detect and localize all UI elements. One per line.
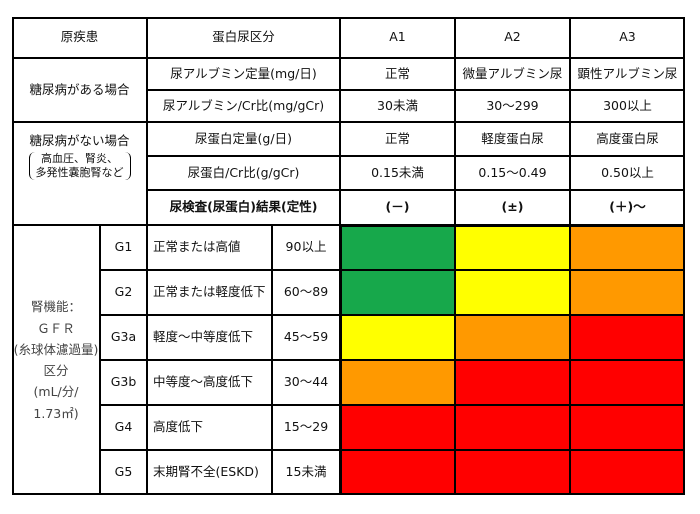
risk-cell bbox=[340, 315, 455, 360]
grade: G3b bbox=[100, 360, 147, 405]
stage-header: A2 bbox=[455, 17, 570, 58]
risk-cell bbox=[570, 360, 685, 405]
gfr-label-line: ＧＦＲ bbox=[37, 320, 75, 336]
range: 60～89 bbox=[272, 270, 340, 315]
label: 糖尿病がない場合 bbox=[29, 133, 130, 148]
risk-cell bbox=[455, 315, 570, 360]
gfr-label-line: (糸球体濾過量) bbox=[13, 341, 99, 357]
urinalysis-value: (±) bbox=[455, 190, 570, 225]
range: 90以上 bbox=[272, 225, 340, 270]
stage-header: A3 bbox=[570, 17, 685, 58]
urinalysis-value: (＋)～ bbox=[570, 190, 685, 225]
risk-cell bbox=[340, 225, 455, 270]
risk-cell bbox=[455, 360, 570, 405]
header-cause: 原疾患 bbox=[12, 17, 147, 58]
value: 0.15～0.49 bbox=[455, 156, 570, 190]
risk-cell bbox=[455, 270, 570, 315]
risk-cell bbox=[570, 270, 685, 315]
value: 軽度蛋白尿 bbox=[455, 122, 570, 156]
description: 中等度～高度低下 bbox=[147, 360, 272, 405]
grade: G3a bbox=[100, 315, 147, 360]
grade: G5 bbox=[100, 450, 147, 495]
range: 15～29 bbox=[272, 405, 340, 450]
range: 45～59 bbox=[272, 315, 340, 360]
diabetes-label: 糖尿病がある場合 bbox=[12, 58, 147, 122]
description: 軽度～中等度低下 bbox=[147, 315, 272, 360]
risk-cell bbox=[340, 450, 455, 495]
risk-cell bbox=[340, 270, 455, 315]
description: 高度低下 bbox=[147, 405, 272, 450]
description: 正常または軽度低下 bbox=[147, 270, 272, 315]
value: 30～299 bbox=[455, 90, 570, 122]
stage-header: A1 bbox=[340, 17, 455, 58]
value: 正常 bbox=[340, 58, 455, 90]
measure: 尿蛋白定量(g/日) bbox=[147, 122, 340, 156]
note: 高血圧、腎炎、 多発性嚢胞腎など bbox=[28, 151, 131, 181]
gfr-label-line: 腎機能： bbox=[30, 299, 81, 315]
urinalysis-value: (－) bbox=[340, 190, 455, 225]
value: 正常 bbox=[340, 122, 455, 156]
risk-cell bbox=[570, 405, 685, 450]
risk-cell bbox=[455, 450, 570, 495]
urinalysis-label: 尿検査(尿蛋白)結果(定性) bbox=[147, 190, 340, 225]
note-line: 高血圧、腎炎、 bbox=[41, 151, 118, 165]
value: 顕性アルブミン尿 bbox=[570, 58, 685, 90]
range: 30～44 bbox=[272, 360, 340, 405]
risk-cell bbox=[455, 225, 570, 270]
measure: 尿蛋白/Cr比(g/gCr) bbox=[147, 156, 340, 190]
gfr-label-line: 1.73㎡) bbox=[33, 405, 79, 421]
gfr-label-line: 区分 bbox=[43, 363, 69, 378]
non-diabetes-label: 糖尿病がない場合 高血圧、腎炎、 多発性嚢胞腎など bbox=[12, 122, 147, 225]
grade: G1 bbox=[100, 225, 147, 270]
grade: G2 bbox=[100, 270, 147, 315]
risk-cell bbox=[340, 360, 455, 405]
description: 末期腎不全(ESKD) bbox=[147, 450, 272, 495]
value: 0.50以上 bbox=[570, 156, 685, 190]
note-line: 多発性嚢胞腎など bbox=[35, 166, 124, 180]
value: 30未満 bbox=[340, 90, 455, 122]
gfr-label-line: (mL/分/ bbox=[33, 384, 79, 400]
range: 15未満 bbox=[272, 450, 340, 495]
grade: G4 bbox=[100, 405, 147, 450]
value: 300以上 bbox=[570, 90, 685, 122]
risk-cell bbox=[570, 225, 685, 270]
gfr-label: 腎機能： ＧＦＲ (糸球体濾過量) 区分 (mL/分/1.73㎡) bbox=[12, 225, 100, 495]
risk-cell bbox=[570, 450, 685, 495]
description: 正常または高値 bbox=[147, 225, 272, 270]
value: 微量アルブミン尿 bbox=[455, 58, 570, 90]
measure: 尿アルブミン/Cr比(mg/gCr) bbox=[147, 90, 340, 122]
measure: 尿アルブミン定量(mg/日) bbox=[147, 58, 340, 90]
risk-cell bbox=[455, 405, 570, 450]
value: 高度蛋白尿 bbox=[570, 122, 685, 156]
value: 0.15未満 bbox=[340, 156, 455, 190]
risk-cell bbox=[340, 405, 455, 450]
header-proteinuria: 蛋白尿区分 bbox=[147, 17, 340, 58]
risk-cell bbox=[570, 315, 685, 360]
